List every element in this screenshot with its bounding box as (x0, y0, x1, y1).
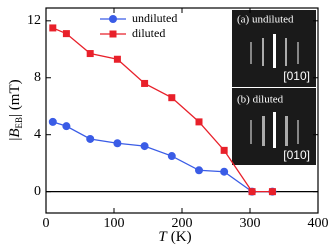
marker (168, 94, 176, 102)
series-line (52, 121, 273, 193)
marker (140, 142, 149, 151)
marker (195, 118, 203, 126)
y-tick-label: 8 (34, 70, 41, 85)
marker (248, 188, 256, 196)
series-line (52, 27, 273, 193)
marker (220, 167, 229, 176)
inset-images: (a) undiluted [010] (b) diluted [010] (232, 10, 316, 165)
y-tick-label: 0 (34, 184, 41, 199)
y-tick-label: 12 (27, 13, 41, 28)
legend-label: undiluted (132, 11, 177, 25)
x-unit: (K) (171, 229, 192, 245)
legend-label: diluted (132, 26, 165, 40)
inset-label: (a) undiluted (237, 14, 294, 26)
y-var: B (7, 128, 23, 137)
marker (113, 139, 122, 148)
y-tick-label: 4 (34, 127, 41, 142)
inset-direction: [010] (283, 148, 310, 162)
marker (86, 134, 95, 143)
y-post: | (mT) (7, 79, 23, 117)
y-sub: EB (14, 117, 24, 129)
y-axis-label: |BEB| (mT) (7, 79, 24, 140)
marker (62, 30, 70, 38)
streaks-b (250, 112, 299, 148)
legend-marker (109, 30, 117, 38)
x-tick-label: 100 (104, 216, 125, 231)
marker (48, 117, 57, 126)
x-tick-label: 300 (240, 216, 261, 231)
marker (220, 146, 228, 154)
marker (167, 152, 176, 161)
marker (49, 24, 57, 32)
marker (141, 79, 149, 87)
inset-direction: [010] (283, 69, 310, 83)
legend-marker (109, 15, 117, 23)
x-tick-label: 200 (172, 216, 193, 231)
marker (86, 50, 94, 58)
x-axis-label: T (K) (158, 229, 191, 245)
x-var: T (158, 229, 168, 245)
marker (62, 122, 71, 131)
marker (113, 55, 121, 63)
inset-label: (b) diluted (237, 94, 284, 106)
x-tick-label: 0 (43, 216, 50, 231)
y-pre: | (7, 138, 23, 141)
marker (268, 188, 276, 196)
marker (195, 166, 203, 175)
x-tick-label: 400 (308, 216, 329, 231)
streaks-a (250, 34, 299, 68)
